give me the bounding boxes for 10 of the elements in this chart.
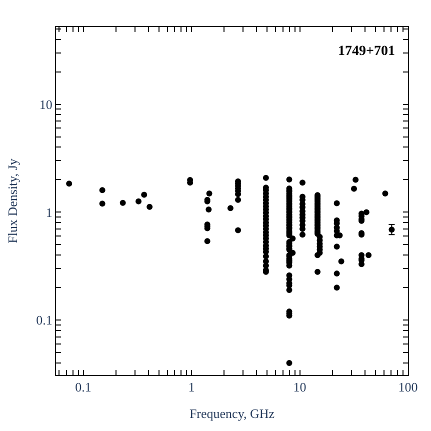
x-tick-label: 0.1: [75, 380, 92, 395]
x-tick-label: 1: [188, 380, 195, 395]
y-axis-title: Flux Density, Jy: [5, 158, 20, 244]
y-tick-label: 10: [39, 96, 52, 112]
y-tick-label: 0.1: [36, 312, 52, 328]
x-tick-label: 100: [398, 380, 418, 395]
annotation: 1749+701: [338, 44, 395, 59]
x-tick-label: 10: [293, 380, 306, 395]
y-tick-label: 1: [46, 204, 52, 220]
x-axis-title: Frequency, GHz: [189, 406, 275, 422]
